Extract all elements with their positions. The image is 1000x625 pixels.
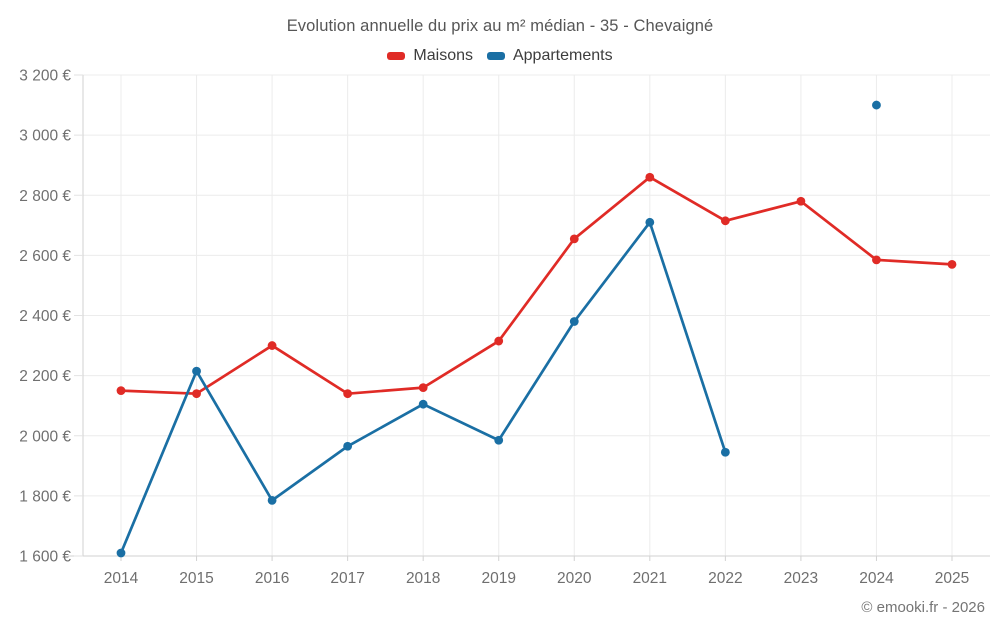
legend-label-appartements: Appartements: [512, 47, 613, 64]
data-point-appartements-2022[interactable]: [720, 447, 730, 457]
chart-legend: Maisons Appartements: [0, 47, 1000, 65]
x-axis-tick-label: 2021: [633, 570, 667, 587]
y-axis-tick-label: 3 000 €: [19, 128, 71, 145]
x-axis-tick-label: 2022: [708, 570, 742, 587]
legend-item-appartements[interactable]: Appartements: [486, 47, 613, 65]
data-point-maisons-2019[interactable]: [494, 336, 504, 346]
data-point-maisons-2020[interactable]: [569, 234, 579, 244]
y-axis-tick-label: 1 800 €: [19, 488, 71, 505]
data-point-maisons-2023[interactable]: [796, 196, 806, 206]
series-maisons[interactable]: [116, 172, 957, 399]
data-point-maisons-2022[interactable]: [720, 216, 730, 226]
data-point-maisons-2017[interactable]: [343, 389, 353, 399]
y-axis-tick-label: 2 600 €: [19, 248, 71, 265]
maisons-series-swatch-icon: [387, 52, 406, 60]
data-point-appartements-2020[interactable]: [569, 317, 579, 326]
x-axis-tick-label: 2015: [179, 570, 213, 587]
data-point-appartements-2019[interactable]: [494, 435, 504, 445]
appartements-series-swatch-icon: [486, 52, 505, 60]
legend-item-maisons[interactable]: Maisons: [387, 47, 473, 65]
data-point-maisons-2016[interactable]: [267, 341, 277, 350]
legend-label-maisons: Maisons: [413, 47, 473, 64]
x-axis-tick-label: 2014: [104, 570, 139, 587]
x-axis-tick-label: 2016: [255, 570, 289, 587]
data-point-maisons-2021[interactable]: [645, 172, 655, 182]
data-point-appartements-2015[interactable]: [192, 366, 201, 376]
data-point-maisons-2018[interactable]: [418, 383, 428, 393]
x-axis-tick-label: 2025: [935, 570, 969, 587]
data-point-maisons-2015[interactable]: [192, 389, 201, 399]
data-point-appartements-2018[interactable]: [418, 399, 428, 409]
data-point-appartements-2021[interactable]: [645, 217, 655, 227]
y-axis-tick-label: 1 600 €: [19, 549, 71, 566]
data-point-maisons-2024[interactable]: [872, 255, 881, 265]
series-appartements[interactable]: [116, 100, 881, 558]
data-point-maisons-2014[interactable]: [116, 386, 126, 396]
y-axis-tick-label: 2 800 €: [19, 188, 71, 205]
x-axis-tick-label: 2019: [481, 570, 515, 587]
x-axis-tick-label: 2017: [330, 570, 364, 587]
data-point-appartements-2024[interactable]: [872, 100, 881, 110]
data-point-appartements-2017[interactable]: [343, 441, 353, 451]
y-axis-tick-label: 2 000 €: [19, 428, 71, 445]
x-axis-tick-label: 2018: [406, 570, 440, 587]
data-point-appartements-2016[interactable]: [267, 495, 277, 505]
y-axis-tick-label: 3 200 €: [19, 68, 71, 85]
y-axis-tick-label: 2 200 €: [19, 368, 71, 385]
data-point-maisons-2025[interactable]: [947, 259, 957, 269]
copyright-watermark: © emooki.fr - 2026: [861, 599, 985, 616]
x-axis-tick-label: 2024: [859, 570, 894, 587]
y-axis-tick-label: 2 400 €: [19, 308, 71, 325]
x-axis-tick-label: 2020: [557, 570, 592, 587]
chart-title: Evolution annuelle du prix au m² médian …: [286, 17, 714, 35]
x-axis-tick-label: 2023: [784, 570, 818, 587]
data-point-appartements-2014[interactable]: [116, 548, 126, 558]
